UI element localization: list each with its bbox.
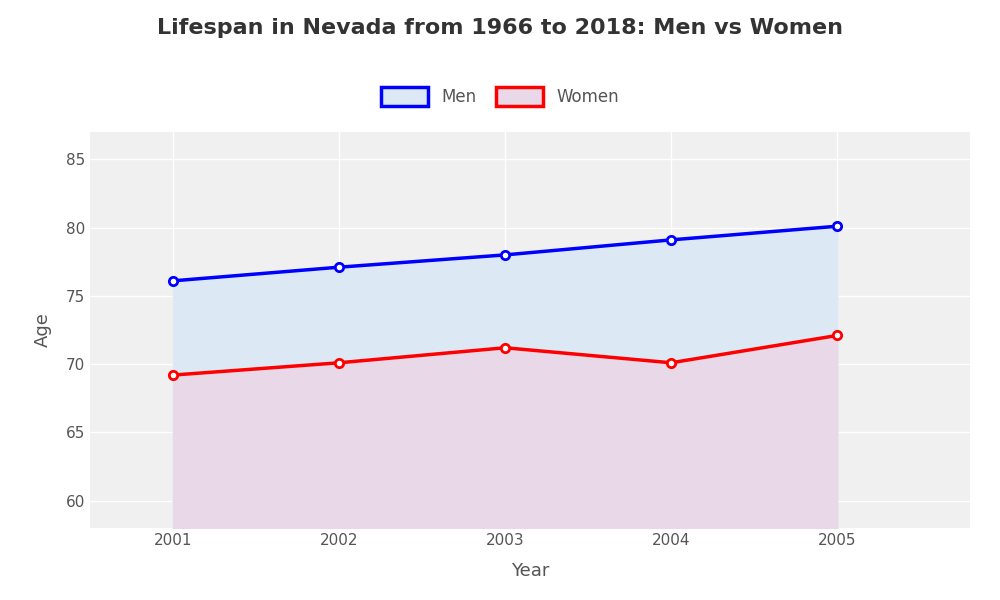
X-axis label: Year: Year: [511, 562, 549, 580]
Legend: Men, Women: Men, Women: [374, 80, 626, 113]
Y-axis label: Age: Age: [34, 313, 52, 347]
Text: Lifespan in Nevada from 1966 to 2018: Men vs Women: Lifespan in Nevada from 1966 to 2018: Me…: [157, 18, 843, 38]
